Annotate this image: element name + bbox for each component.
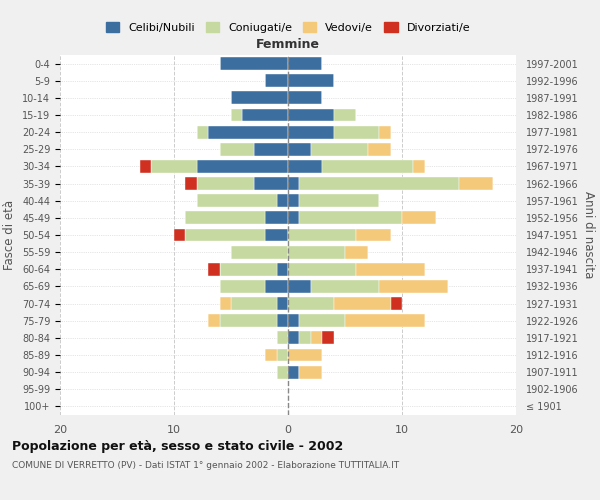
Bar: [277, 366, 288, 378]
Bar: [459, 177, 493, 190]
Bar: [288, 297, 334, 310]
Bar: [322, 160, 413, 173]
Bar: [288, 57, 322, 70]
Bar: [288, 212, 299, 224]
Bar: [356, 228, 391, 241]
Bar: [299, 314, 345, 327]
Bar: [208, 126, 288, 138]
Bar: [288, 280, 311, 293]
Bar: [197, 160, 288, 173]
Bar: [288, 348, 322, 362]
Bar: [208, 314, 220, 327]
Bar: [277, 332, 288, 344]
Bar: [299, 212, 402, 224]
Bar: [288, 332, 299, 344]
Bar: [368, 143, 391, 156]
Bar: [288, 263, 356, 276]
Bar: [220, 297, 231, 310]
Bar: [197, 194, 277, 207]
Bar: [254, 177, 288, 190]
Bar: [311, 280, 379, 293]
Bar: [197, 177, 254, 190]
Bar: [265, 348, 277, 362]
Bar: [265, 212, 288, 224]
Bar: [288, 314, 299, 327]
Bar: [391, 297, 402, 310]
Bar: [288, 177, 299, 190]
Bar: [299, 194, 379, 207]
Bar: [277, 194, 288, 207]
Bar: [379, 280, 448, 293]
Bar: [151, 160, 197, 173]
Bar: [220, 143, 254, 156]
Bar: [277, 348, 288, 362]
Bar: [334, 126, 379, 138]
Bar: [220, 280, 265, 293]
Bar: [254, 143, 288, 156]
Bar: [185, 228, 265, 241]
Bar: [220, 263, 277, 276]
Bar: [231, 297, 277, 310]
Bar: [334, 108, 356, 122]
Bar: [288, 108, 334, 122]
Bar: [140, 160, 151, 173]
Bar: [288, 228, 356, 241]
Bar: [288, 92, 322, 104]
Y-axis label: Anni di nascita: Anni di nascita: [582, 192, 595, 278]
Bar: [402, 212, 436, 224]
Bar: [277, 263, 288, 276]
Bar: [265, 228, 288, 241]
Text: Popolazione per età, sesso e stato civile - 2002: Popolazione per età, sesso e stato civil…: [12, 440, 343, 453]
Bar: [345, 314, 425, 327]
Bar: [299, 332, 311, 344]
Bar: [174, 228, 185, 241]
Bar: [208, 263, 220, 276]
Bar: [288, 160, 322, 173]
Bar: [288, 143, 311, 156]
Bar: [197, 126, 208, 138]
Bar: [185, 177, 197, 190]
Bar: [277, 297, 288, 310]
Bar: [242, 108, 288, 122]
Bar: [334, 297, 391, 310]
Bar: [277, 314, 288, 327]
Text: Femmine: Femmine: [256, 38, 320, 52]
Legend: Celibi/Nubili, Coniugati/e, Vedovi/e, Divorziati/e: Celibi/Nubili, Coniugati/e, Vedovi/e, Di…: [101, 18, 475, 37]
Bar: [379, 126, 391, 138]
Bar: [231, 246, 288, 258]
Bar: [322, 332, 334, 344]
Bar: [288, 126, 334, 138]
Bar: [185, 212, 265, 224]
Bar: [231, 108, 242, 122]
Bar: [345, 246, 368, 258]
Bar: [265, 74, 288, 87]
Bar: [231, 92, 288, 104]
Bar: [220, 314, 277, 327]
Bar: [288, 74, 334, 87]
Bar: [220, 57, 288, 70]
Y-axis label: Fasce di età: Fasce di età: [4, 200, 16, 270]
Bar: [288, 366, 299, 378]
Bar: [413, 160, 425, 173]
Bar: [299, 366, 322, 378]
Text: COMUNE DI VERRETTO (PV) - Dati ISTAT 1° gennaio 2002 - Elaborazione TUTTITALIA.I: COMUNE DI VERRETTO (PV) - Dati ISTAT 1° …: [12, 460, 399, 469]
Bar: [311, 332, 322, 344]
Bar: [265, 280, 288, 293]
Bar: [288, 194, 299, 207]
Bar: [288, 246, 345, 258]
Bar: [311, 143, 368, 156]
Bar: [299, 177, 459, 190]
Bar: [356, 263, 425, 276]
